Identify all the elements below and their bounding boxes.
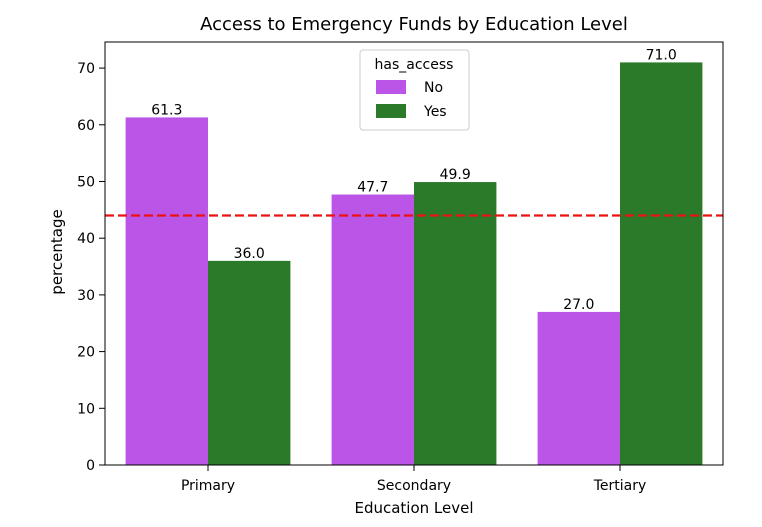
bar-no-primary (125, 117, 208, 465)
y-tick-label: 60 (77, 118, 95, 134)
y-tick-label: 10 (77, 401, 95, 417)
y-axis-label: percentage (48, 209, 66, 294)
legend-label-no: No (424, 80, 443, 96)
data-label: 36.0 (234, 246, 265, 262)
y-tick-label: 20 (77, 345, 95, 361)
data-label: 27.0 (563, 297, 594, 313)
legend: has_access No Yes (359, 49, 470, 131)
bar-no-secondary (331, 194, 414, 466)
bar-no-tertiary (537, 311, 620, 465)
legend-title: has_access (375, 57, 454, 73)
data-label: 47.7 (357, 180, 388, 196)
x-axis-label: Education Level (354, 499, 473, 517)
bar-yes-tertiary (620, 62, 703, 465)
y-tick-label: 70 (77, 61, 95, 77)
x-tick-label: Secondary (377, 478, 451, 494)
x-tick-label: Primary (181, 478, 235, 494)
legend-items: No Yes (376, 80, 447, 120)
data-labels: 61.3 36.0 47.7 49.9 27.0 71.0 (151, 47, 677, 312)
x-axis: Primary Secondary Tertiary (181, 465, 646, 494)
y-axis: 0 10 20 30 40 50 60 70 (77, 61, 105, 474)
bar-yes-secondary (414, 182, 497, 465)
y-tick-label: 50 (77, 174, 95, 190)
legend-swatch-yes (376, 104, 406, 118)
bar-yes-primary (208, 260, 291, 465)
y-tick-label: 30 (77, 288, 95, 304)
data-label: 49.9 (440, 167, 471, 183)
legend-swatch-no (376, 80, 406, 94)
plot-area: 61.3 36.0 47.7 49.9 27.0 71.0 (104, 41, 724, 466)
data-label: 71.0 (646, 47, 677, 63)
y-tick-label: 0 (86, 458, 95, 474)
legend-label-yes: Yes (423, 104, 447, 120)
y-tick-label: 40 (77, 231, 95, 247)
bars (125, 62, 703, 466)
chart-title: Access to Emergency Funds by Education L… (200, 14, 628, 35)
data-label: 61.3 (151, 102, 182, 118)
x-tick-label: Tertiary (593, 478, 647, 494)
